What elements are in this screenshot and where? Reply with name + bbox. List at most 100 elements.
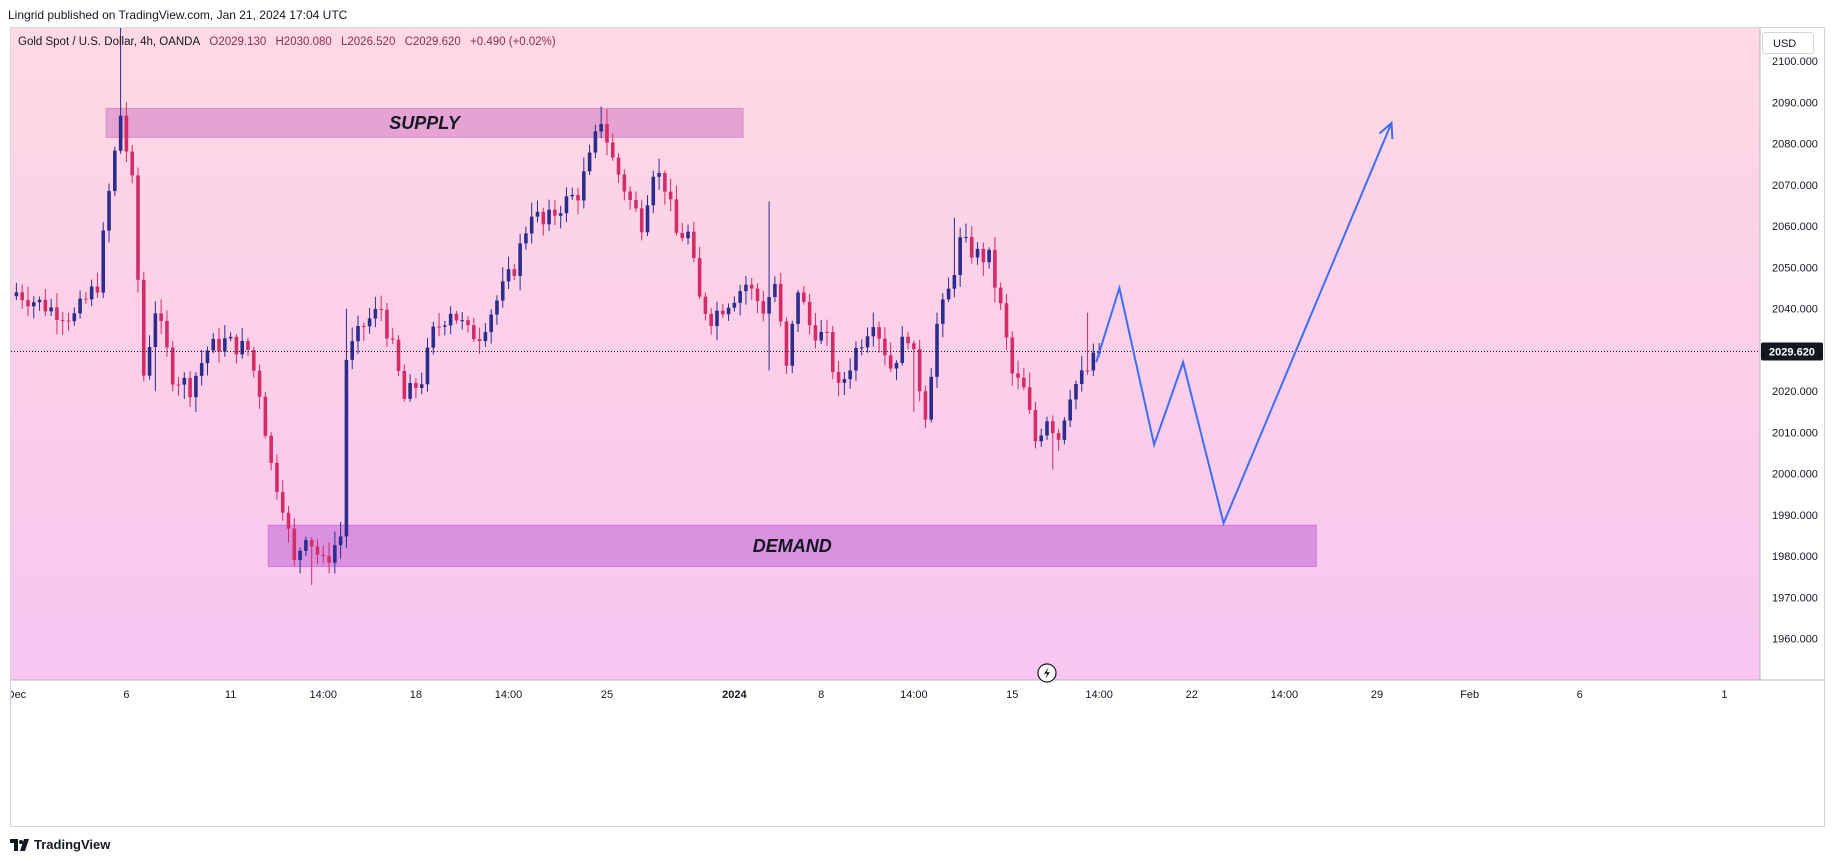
candle[interactable] [390, 327, 395, 345]
candle[interactable] [107, 183, 111, 243]
demand-zone[interactable] [267, 524, 1317, 568]
candle[interactable] [269, 432, 273, 471]
candle[interactable] [929, 368, 934, 423]
candle[interactable] [842, 371, 847, 396]
candle[interactable] [900, 326, 905, 366]
candle[interactable] [78, 290, 82, 319]
candle[interactable] [969, 226, 974, 264]
candle[interactable] [309, 537, 314, 586]
candle[interactable] [130, 145, 134, 184]
candle[interactable] [738, 284, 742, 316]
candle[interactable] [680, 222, 685, 242]
candle[interactable] [159, 299, 163, 335]
candle[interactable] [981, 242, 986, 277]
candle[interactable] [31, 296, 36, 319]
candle[interactable] [941, 293, 945, 338]
candle[interactable] [807, 293, 812, 335]
candle[interactable] [854, 341, 858, 381]
currency-selector-button[interactable]: USD [1762, 32, 1814, 54]
candle[interactable] [1022, 367, 1026, 391]
candle[interactable] [576, 187, 580, 215]
candle[interactable] [628, 186, 632, 210]
candle[interactable] [472, 317, 476, 342]
candle[interactable] [622, 169, 627, 201]
candle[interactable] [234, 334, 239, 364]
candle[interactable] [66, 312, 71, 331]
candle[interactable] [483, 322, 488, 347]
candle[interactable] [871, 312, 876, 347]
candle[interactable] [124, 102, 129, 163]
candle[interactable] [784, 317, 789, 374]
candle[interactable] [564, 187, 569, 223]
candle[interactable] [1004, 293, 1009, 350]
candle[interactable] [1074, 380, 1078, 410]
candle[interactable] [1033, 402, 1038, 449]
candle[interactable] [877, 321, 881, 353]
candle[interactable] [506, 256, 511, 289]
candle[interactable] [570, 187, 575, 200]
candle[interactable] [518, 233, 522, 291]
candle[interactable] [547, 199, 551, 231]
candle[interactable] [720, 303, 725, 318]
candle[interactable] [1079, 356, 1084, 392]
candle[interactable] [443, 320, 447, 336]
candle[interactable] [605, 109, 609, 156]
candle[interactable] [43, 289, 48, 316]
candle[interactable] [315, 539, 320, 564]
candle[interactable] [610, 133, 615, 161]
candle[interactable] [715, 301, 719, 341]
candle[interactable] [987, 247, 991, 269]
candle[interactable] [553, 200, 557, 226]
candle[interactable] [292, 518, 297, 566]
candle[interactable] [113, 146, 117, 197]
candle[interactable] [813, 312, 818, 349]
candle[interactable] [836, 360, 841, 396]
candle[interactable] [350, 327, 355, 370]
candle[interactable] [205, 346, 210, 376]
candle[interactable] [327, 542, 331, 574]
candle[interactable] [176, 377, 181, 396]
candle[interactable] [883, 327, 887, 366]
candle[interactable] [859, 339, 864, 356]
candle[interactable] [923, 385, 928, 428]
candle[interactable] [599, 106, 603, 139]
candle[interactable] [1091, 343, 1096, 377]
candle[interactable] [1010, 331, 1015, 386]
candle[interactable] [72, 307, 77, 326]
candle[interactable] [240, 328, 244, 359]
candle[interactable] [385, 302, 389, 347]
candle[interactable] [894, 360, 899, 381]
candle[interactable] [935, 312, 939, 388]
candle[interactable] [136, 167, 140, 293]
candle[interactable] [333, 531, 337, 574]
candle[interactable] [147, 335, 152, 380]
candle[interactable] [761, 290, 766, 322]
candle[interactable] [946, 277, 951, 302]
legend-symbol[interactable]: Gold Spot / U.S. Dollar, 4h, OANDA [18, 36, 201, 48]
candle[interactable] [37, 296, 42, 311]
candle[interactable] [726, 303, 731, 321]
candle[interactable] [275, 454, 279, 500]
candle[interactable] [304, 536, 308, 556]
candle[interactable] [697, 246, 702, 300]
candle[interactable] [379, 295, 383, 322]
candle[interactable] [709, 308, 713, 335]
candle[interactable] [286, 506, 291, 543]
candle[interactable] [825, 319, 829, 347]
candle[interactable] [1085, 312, 1090, 375]
candle[interactable] [541, 207, 546, 236]
candle[interactable] [778, 272, 783, 327]
candle[interactable] [448, 306, 453, 335]
candle[interactable] [848, 358, 852, 389]
candle[interactable] [489, 309, 493, 344]
candle[interactable] [616, 153, 621, 184]
candle[interactable] [767, 201, 771, 371]
candle[interactable] [651, 170, 656, 214]
candle[interactable] [1068, 389, 1072, 428]
candle[interactable] [744, 275, 748, 305]
candle[interactable] [634, 191, 638, 212]
candle[interactable] [888, 342, 893, 373]
candle[interactable] [367, 307, 372, 334]
candle[interactable] [14, 282, 19, 301]
candle[interactable] [95, 272, 100, 298]
